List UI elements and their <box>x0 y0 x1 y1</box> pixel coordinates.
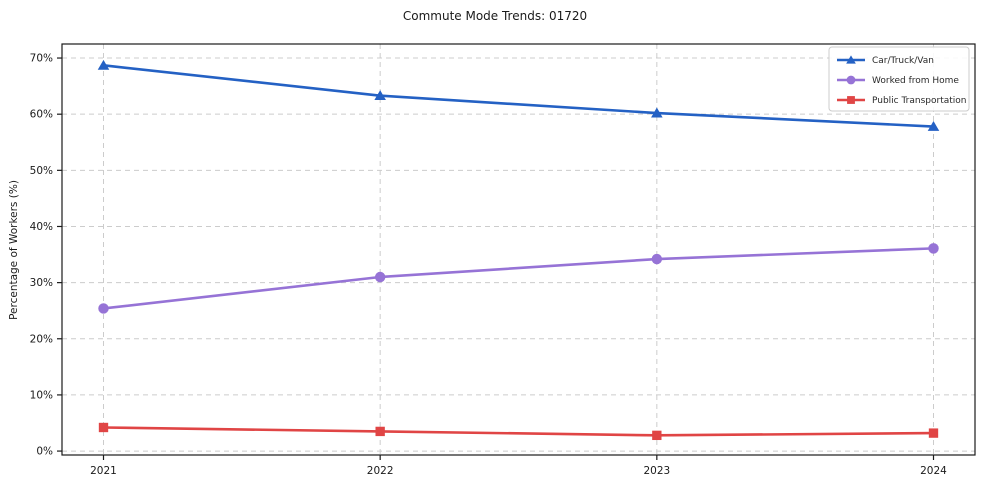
data-point-marker <box>847 96 855 104</box>
y-tick-label: 10% <box>30 389 53 401</box>
legend-item-label: Car/Truck/Van <box>872 56 934 66</box>
y-tick-label: 40% <box>30 221 53 233</box>
legend-item-label: Public Transportation <box>872 96 966 106</box>
data-point-marker <box>927 121 940 131</box>
chart-title: Commute Mode Trends: 01720 <box>402 9 588 23</box>
data-point-marker <box>97 59 110 70</box>
plot-border <box>61 43 976 456</box>
y-tick-label: 60% <box>30 109 53 121</box>
data-point-marker <box>98 303 109 314</box>
data-point-marker <box>374 271 386 283</box>
data-point-marker <box>846 55 856 64</box>
y-tick-label: 20% <box>30 333 53 345</box>
data-point-marker <box>651 107 663 118</box>
data-point-marker <box>651 253 663 265</box>
data-point-marker <box>846 75 856 85</box>
y-tick-label: 0% <box>36 446 53 458</box>
y-tick-label: 70% <box>30 53 53 65</box>
data-point-marker <box>374 90 386 101</box>
data-point-marker <box>652 430 662 441</box>
data-point-marker <box>928 428 939 438</box>
legend-item-label: Worked from Home <box>872 76 959 86</box>
x-tick-label: 2023 <box>643 465 670 477</box>
legend <box>828 46 970 112</box>
x-tick-label: 2024 <box>920 465 947 477</box>
x-tick-label: 2022 <box>367 465 394 477</box>
x-tick-label: 2021 <box>90 465 117 477</box>
series-line-car-truck-van <box>102 64 935 128</box>
data-point-marker <box>98 422 109 433</box>
series-line-worked-from-home <box>102 247 935 310</box>
series-line-public-transportation <box>102 426 935 437</box>
data-point-marker <box>928 243 939 254</box>
data-point-marker <box>375 426 385 437</box>
y-tick-label: 50% <box>30 165 53 177</box>
y-tick-label: 30% <box>30 277 53 289</box>
